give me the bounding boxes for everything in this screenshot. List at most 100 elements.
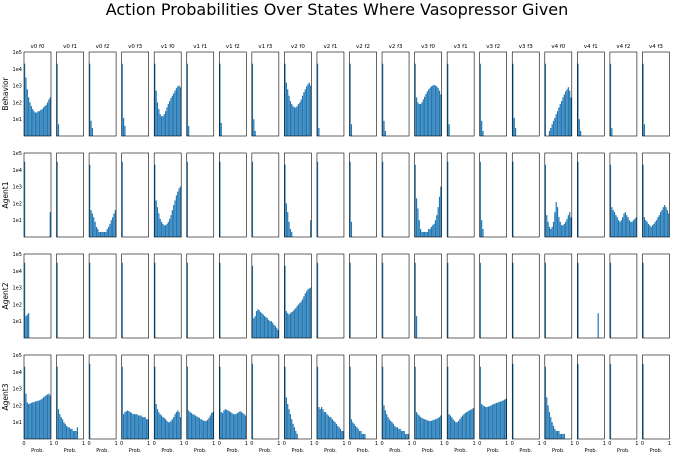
histogram-bar [552, 221, 555, 237]
histogram-bar [424, 96, 426, 136]
histogram-bar [272, 322, 274, 338]
histogram-bar [544, 262, 546, 338]
histogram-bar [399, 428, 401, 439]
histogram-bar [46, 102, 49, 136]
histogram-bar [194, 415, 197, 439]
histogram-bar [49, 395, 51, 439]
histogram-bar [430, 420, 432, 439]
histogram-bar [251, 63, 254, 137]
column-label: v1 f1 [193, 44, 207, 50]
histogram-bar [546, 397, 548, 439]
histogram-bar [41, 398, 43, 439]
histogram-bar [266, 318, 268, 338]
histogram-bar [616, 217, 618, 237]
histogram-bar [285, 397, 287, 439]
panel-frame [577, 354, 605, 440]
x-tick-label: 0 [608, 441, 611, 447]
histogram-bar [68, 427, 70, 439]
histogram-bar [121, 262, 123, 338]
histogram-bar [642, 63, 644, 137]
histogram-bar [136, 414, 138, 439]
histogram-bar [177, 410, 179, 439]
histogram-bar [177, 86, 179, 136]
panel-frame [23, 253, 52, 339]
histogram-bar [74, 430, 76, 439]
histogram-bar [420, 104, 422, 136]
y-tick-label: 1e4 [13, 67, 22, 73]
histogram-bar [471, 409, 473, 439]
histogram-bar [219, 63, 221, 137]
histogram-bar [634, 218, 636, 237]
histogram-bar [128, 411, 130, 439]
x-tick-label: 1 [180, 441, 183, 447]
histogram-bar [392, 423, 395, 439]
histogram-bar [251, 363, 254, 439]
panel-frame [186, 253, 215, 339]
x-tick-label: 1 [440, 441, 443, 447]
histogram-bar [554, 428, 556, 439]
panel-frame [284, 51, 312, 137]
histogram-bar [297, 304, 300, 338]
histogram-bar [121, 161, 123, 237]
histogram-bar [253, 318, 255, 338]
panel-frame [88, 152, 117, 238]
histogram-bar [207, 419, 209, 439]
histogram-bar [288, 95, 290, 136]
histogram-bar [71, 428, 73, 439]
histogram-bar [350, 124, 353, 136]
panel-frame [153, 152, 182, 238]
y-tick-label: 1e1 [13, 117, 22, 123]
column-label: v1 f0 [161, 44, 175, 50]
column-label: v3 f3 [519, 44, 533, 50]
histogram-bar [383, 405, 385, 439]
histogram-bar [429, 228, 431, 237]
histogram-bar [643, 124, 645, 136]
histogram-bar [391, 422, 393, 439]
histogram-bar [561, 225, 563, 237]
histogram-bar [421, 102, 423, 136]
histogram-bar [415, 97, 418, 136]
histogram-bar [154, 366, 156, 439]
histogram-bar [121, 366, 123, 439]
histogram-bar [421, 417, 423, 439]
x-axis-label: Prob. [422, 448, 435, 454]
histogram-bar [240, 412, 243, 439]
histogram-bar [453, 420, 456, 439]
histogram-bar [499, 401, 502, 439]
panel-frame [609, 152, 638, 238]
panel-frame [316, 253, 345, 339]
histogram-bar [135, 414, 137, 439]
histogram-bar [436, 86, 438, 136]
histogram-bar [89, 363, 91, 439]
histogram-bar [350, 221, 353, 237]
histogram-bar [303, 92, 305, 136]
histogram-bar [382, 262, 384, 338]
histogram-bar [451, 417, 453, 439]
histogram-bar [555, 114, 557, 136]
histogram-bar [464, 413, 466, 439]
x-tick-label: 1 [49, 441, 52, 447]
x-axis-label: Prob. [31, 448, 44, 454]
histogram-bar [299, 102, 301, 136]
panel-frame [414, 152, 442, 238]
histogram-bar [354, 425, 357, 439]
histogram-bar [657, 217, 659, 237]
histogram-bar [220, 122, 222, 136]
histogram-bar [597, 313, 599, 338]
histogram-bar [552, 120, 555, 136]
panel-frame [479, 152, 508, 238]
histogram-bar [428, 89, 430, 136]
histogram-bar [167, 104, 169, 136]
histogram-bar [494, 403, 496, 439]
panel-frame [446, 51, 475, 137]
histogram-bar [334, 422, 336, 439]
histogram-bar [578, 119, 580, 136]
histogram-bar [349, 63, 351, 137]
histogram-bar [220, 412, 222, 439]
x-axis-label: Prob. [617, 448, 630, 454]
histogram-bar [292, 106, 294, 136]
histogram-bar [550, 228, 552, 237]
y-tick-label: 1e3 [13, 286, 22, 292]
histogram-bar [470, 409, 472, 439]
histogram-bar [141, 417, 144, 439]
